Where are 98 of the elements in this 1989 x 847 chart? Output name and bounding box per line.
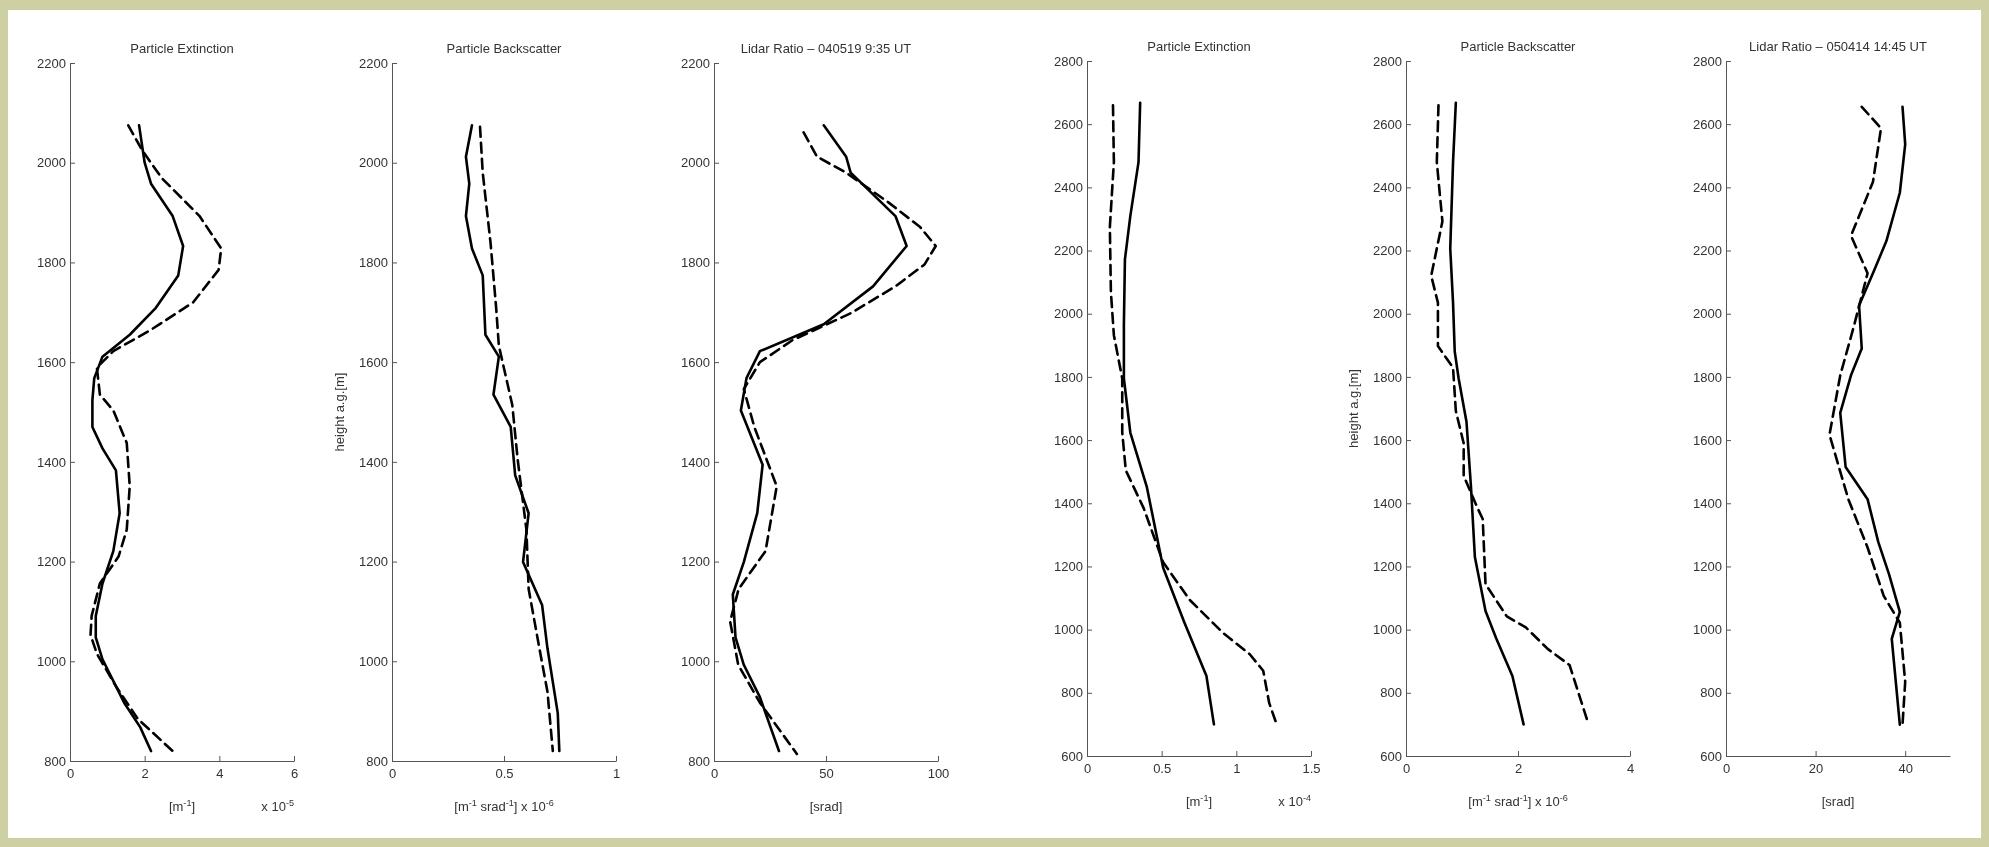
text: x 10$^{-5}$ xyxy=(261,798,294,814)
y-tick-label: 800 xyxy=(44,753,66,769)
chart-title: Particle Backscatter xyxy=(1460,39,1577,54)
y-tick-label: 1200 xyxy=(37,554,66,570)
y-tick-label: 2400 xyxy=(1693,180,1722,196)
y-tick-label: 1000 xyxy=(359,653,388,669)
y-axis-title: height a.g.[m] xyxy=(332,372,347,452)
x-tick-label: 0 xyxy=(710,766,719,782)
y-tick-label: 1200 xyxy=(1373,559,1402,575)
y-tick-label: 1000 xyxy=(1693,622,1722,638)
line-series xyxy=(89,124,223,753)
x-tick-label: 2 xyxy=(141,766,149,782)
y-tick-label: 2000 xyxy=(1054,306,1083,322)
y-tick-label: 2800 xyxy=(1054,53,1083,69)
y-tick-label: 800 xyxy=(366,753,388,769)
x-axis-title: [m$^{-1}$] xyxy=(1185,793,1213,809)
line-series xyxy=(464,124,561,753)
x-axis-title: [m$^{-1}$ srad$^{-1}$] x 10$^{-6}$ xyxy=(454,798,554,814)
y-tick-label: 1600 xyxy=(1373,432,1402,448)
y-tick-label: 800 xyxy=(1700,685,1722,701)
y-tick-label: 2000 xyxy=(1373,306,1402,322)
x-tick-label: 20 xyxy=(1808,761,1824,777)
x-tick-label: 0 xyxy=(66,766,75,782)
x-tick-label: 40 xyxy=(1898,761,1913,777)
x-axis-title: [srad] xyxy=(809,799,843,814)
y-tick-label: 1400 xyxy=(681,454,710,470)
y-tick-label: 800 xyxy=(1380,685,1402,701)
x-tick-label: 50 xyxy=(819,766,834,782)
chart-title: Lidar Ratio – 040519 9:35 UT xyxy=(740,41,912,56)
y-tick-label: 1400 xyxy=(37,454,66,470)
y-tick-label: 2000 xyxy=(37,155,66,171)
y-tick-label: 2600 xyxy=(1693,116,1722,132)
y-tick-label: 1200 xyxy=(359,554,388,570)
y-tick-label: 2200 xyxy=(681,55,710,71)
y-tick-label: 2800 xyxy=(1373,53,1402,69)
x-tick-label: 4 xyxy=(1626,761,1635,777)
y-tick-label: 2400 xyxy=(1054,180,1083,196)
y-tick-label: 1200 xyxy=(681,554,710,570)
y-tick-label: 800 xyxy=(688,753,710,769)
y-tick-label: 1600 xyxy=(1054,432,1083,448)
x-tick-label: 0 xyxy=(1402,761,1411,777)
x-tick-label: 0.5 xyxy=(1153,761,1172,777)
y-axis-title: height a.g.[m] xyxy=(1346,369,1361,448)
y-tick-label: 1400 xyxy=(1693,495,1722,511)
y-tick-label: 600 xyxy=(1061,748,1083,764)
x-axis-title: [m$^{-1}$ srad$^{-1}$] x 10$^{-6}$ xyxy=(1468,793,1568,809)
y-tick-label: 2000 xyxy=(681,155,710,171)
x-axis-title: [m$^{-1}$] xyxy=(168,798,196,814)
y-tick-label: 2200 xyxy=(1373,243,1402,259)
chart-title: Particle Backscatter xyxy=(446,41,563,56)
y-tick-label: 1000 xyxy=(681,653,710,669)
x-tick-label: 0 xyxy=(1083,761,1092,777)
x-tick-label: 1 xyxy=(1233,761,1241,777)
chart-title: Lidar Ratio – 050414 14:45 UT xyxy=(1749,39,1927,54)
y-tick-label: 1800 xyxy=(1054,369,1083,385)
y-tick-label: 1600 xyxy=(681,354,710,370)
y-tick-label: 1600 xyxy=(359,354,388,370)
chart-title: Particle Extinction xyxy=(1147,39,1251,54)
x-tick-label: 0 xyxy=(388,766,397,782)
x-tick-label: 1 xyxy=(612,766,621,782)
y-tick-label: 1400 xyxy=(359,454,388,470)
y-tick-label: 1800 xyxy=(1373,369,1402,385)
y-tick-label: 2200 xyxy=(359,55,388,71)
y-tick-label: 1400 xyxy=(1054,495,1083,511)
y-tick-label: 1600 xyxy=(37,354,66,370)
x-tick-label: 6 xyxy=(290,766,299,782)
y-tick-label: 2400 xyxy=(1373,180,1402,196)
y-tick-label: 1200 xyxy=(1054,559,1083,575)
x-tick-label: 0.5 xyxy=(495,766,514,782)
x-axis-title: [srad] xyxy=(1821,794,1855,809)
y-tick-label: 1800 xyxy=(681,255,710,271)
y-tick-label: 800 xyxy=(1061,685,1083,701)
y-tick-label: 2200 xyxy=(1693,243,1722,259)
y-tick-label: 1200 xyxy=(1693,559,1722,575)
text: x 10$^{-4}$ xyxy=(1278,793,1311,809)
y-tick-label: 600 xyxy=(1380,748,1402,764)
y-tick-label: 600 xyxy=(1700,748,1722,764)
y-tick-label: 1800 xyxy=(37,255,66,271)
y-tick-label: 1800 xyxy=(359,255,388,271)
x-tick-label: 2 xyxy=(1514,761,1523,777)
y-tick-label: 2600 xyxy=(1054,116,1083,132)
y-tick-label: 2800 xyxy=(1693,53,1722,69)
x-tick-label: 4 xyxy=(216,766,224,782)
y-tick-label: 1000 xyxy=(37,653,66,669)
y-tick-label: 2000 xyxy=(359,155,388,171)
y-tick-label: 2000 xyxy=(1693,306,1722,322)
y-tick-label: 1800 xyxy=(1693,369,1722,385)
x-tick-label: 1.5 xyxy=(1302,761,1321,777)
y-tick-label: 1000 xyxy=(1373,622,1402,638)
y-tick-label: 2200 xyxy=(37,55,66,71)
y-tick-label: 2200 xyxy=(1054,243,1083,259)
x-tick-label: 100 xyxy=(927,766,950,782)
y-tick-label: 1400 xyxy=(1373,495,1402,511)
y-tick-label: 1000 xyxy=(1054,622,1083,638)
y-tick-label: 1600 xyxy=(1693,432,1722,448)
y-tick-label: 2600 xyxy=(1373,116,1402,132)
x-tick-label: 0 xyxy=(1722,761,1731,777)
chart-title: Particle Extinction xyxy=(130,41,234,56)
